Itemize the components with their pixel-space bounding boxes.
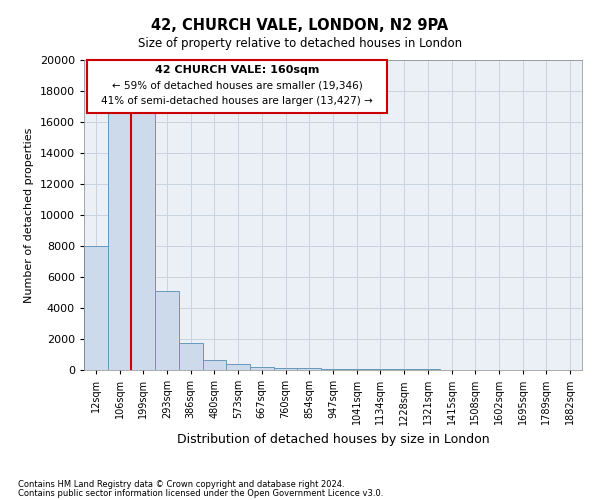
Bar: [250, 366, 274, 370]
Bar: [274, 368, 298, 370]
Text: Size of property relative to detached houses in London: Size of property relative to detached ho…: [138, 38, 462, 51]
Bar: [368, 369, 392, 370]
Bar: [298, 368, 321, 370]
Bar: [131, 112, 155, 370]
Bar: [155, 291, 179, 370]
Text: 42, CHURCH VALE, LONDON, N2 9PA: 42, CHURCH VALE, LONDON, N2 9PA: [151, 18, 449, 32]
Text: 42 CHURCH VALE: 160sqm: 42 CHURCH VALE: 160sqm: [155, 65, 319, 75]
Text: Contains public sector information licensed under the Open Government Licence v3: Contains public sector information licen…: [18, 488, 383, 498]
Bar: [179, 343, 203, 370]
X-axis label: Distribution of detached houses by size in London: Distribution of detached houses by size …: [176, 433, 490, 446]
Y-axis label: Number of detached properties: Number of detached properties: [24, 128, 34, 302]
Bar: [226, 364, 250, 370]
Text: ← 59% of detached houses are smaller (19,346): ← 59% of detached houses are smaller (19…: [112, 81, 362, 91]
Text: 41% of semi-detached houses are larger (13,427) →: 41% of semi-detached houses are larger (…: [101, 96, 373, 106]
Bar: [84, 246, 108, 370]
Bar: [321, 369, 345, 370]
Text: Contains HM Land Registry data © Crown copyright and database right 2024.: Contains HM Land Registry data © Crown c…: [18, 480, 344, 489]
Bar: [203, 360, 226, 370]
Bar: [108, 112, 131, 370]
Bar: [345, 369, 368, 370]
